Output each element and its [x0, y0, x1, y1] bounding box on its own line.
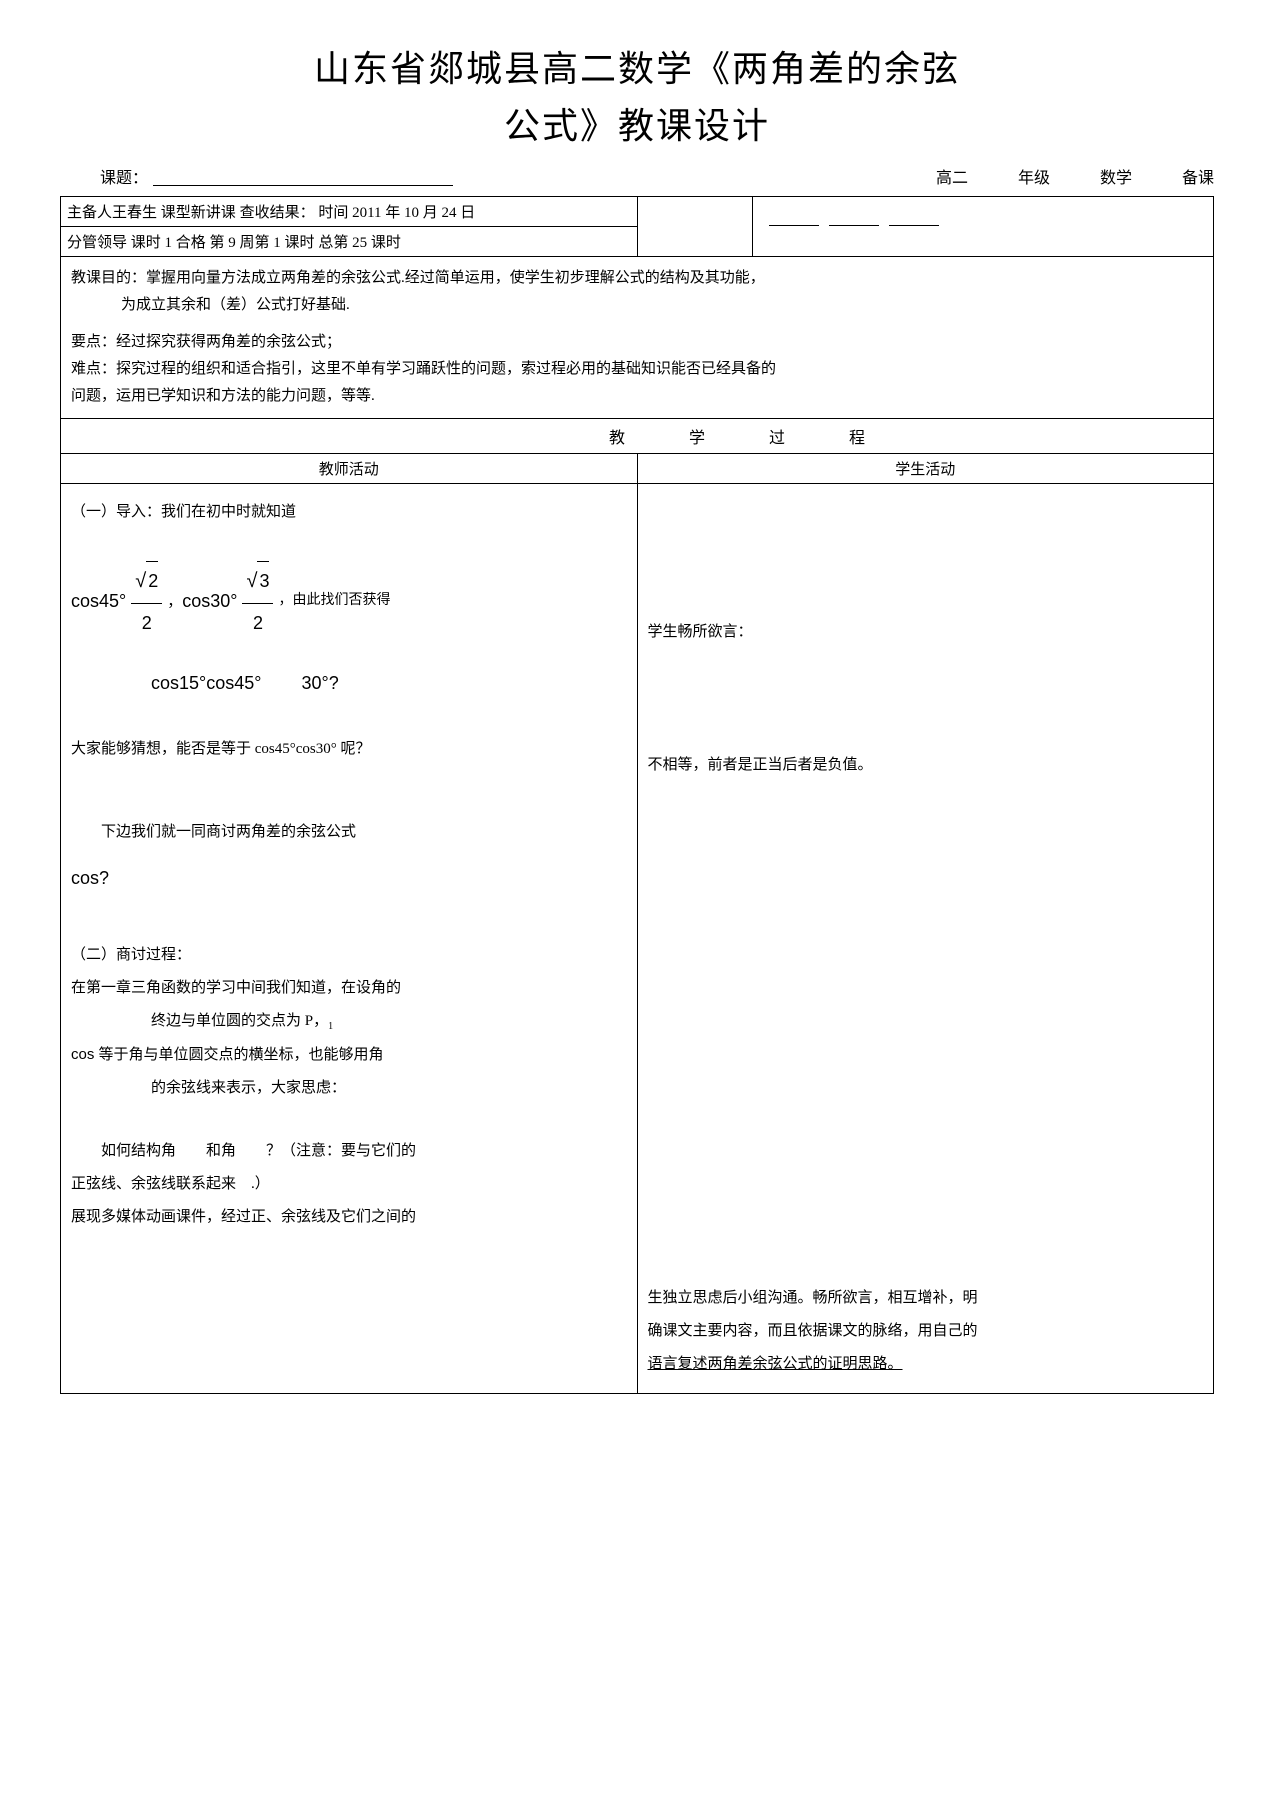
student-activity-cell: 学生畅所欲言： 不相等，前者是正当后者是负值。 生独立思虑后小组沟通。畅所欲言，…	[637, 484, 1214, 1394]
discuss2: 终边与单位圆的交点为 P，1	[71, 1005, 627, 1038]
discuss3: cos 等于角与单位圆交点的横坐标，也能够用角	[71, 1038, 627, 1072]
header-right: 高二 年级 数学 备课	[936, 164, 1214, 188]
question-text: 大家能够猜想，能否是等于 cos45°cos30° 呢？	[71, 733, 627, 766]
blank-1	[769, 211, 819, 226]
intro-text: （一）导入：我们在初中时就知道	[71, 496, 627, 529]
teaching-cont: 为成立其余和（差）公式打好基础.	[71, 292, 1203, 319]
topic-row: 课题： 高二 年级 数学 备课	[60, 164, 1214, 188]
difficult-text: 探究过程的组织和适合指引，这里不单有学习踊跃性的问题，索过程必用的基础知识能否已…	[116, 361, 776, 377]
key-text: 经过探究获得两角差的余弦公式；	[116, 334, 341, 350]
student-group2: 确课文主要内容，而且依据课文的脉络，用自己的	[648, 1315, 1204, 1348]
cos45: cos45°	[71, 582, 126, 622]
discuss1: 在第一章三角函数的学习中间我们知道，在设角的	[71, 972, 627, 1005]
blank-2	[829, 211, 879, 226]
denom-2b: 2	[249, 604, 267, 644]
key-point: 要点：经过探究获得两角差的余弦公式；	[71, 329, 1203, 356]
construct-text: 如何结构角 和角 ？（注意：要与它们的	[71, 1135, 627, 1168]
student-speak: 学生畅所欲言：	[648, 616, 1204, 649]
leader-label: 分管领导	[67, 235, 127, 251]
topic-label: 课题：	[100, 164, 148, 188]
key-label: 要点：	[71, 334, 116, 350]
difficult-point: 难点：探究过程的组织和适合指引，这里不单有学习踊跃性的问题，索过程必用的基础知识…	[71, 356, 1203, 383]
teaching-objective: 教课目的：掌握用向量方法成立两角差的余弦公式.经过简单运用，使学生初步理解公式的…	[71, 265, 1203, 292]
topic-underline	[153, 166, 453, 186]
type-value: 新讲课	[191, 205, 236, 221]
check-label: 查收结果：	[240, 205, 315, 221]
denom-2a: 2	[138, 604, 156, 644]
frac-sqrt2-2: 2 2	[131, 559, 162, 644]
teacher-header: 教师活动	[61, 454, 638, 484]
teaching-label: 教课目的：	[71, 270, 146, 286]
objectives-cell: 教课目的：掌握用向量方法成立两角差的余弦公式.经过简单运用，使学生初步理解公式的…	[61, 257, 1214, 419]
next-text: 下边我们就一同商讨两角差的余弦公式	[71, 816, 627, 849]
math-expression-2: cos15°cos45° 30°?	[151, 664, 627, 704]
title-line-1: 山东省郯城县高二数学《两角差的余弦	[60, 40, 1214, 92]
frac-sqrt3-2: 3 2	[242, 559, 273, 644]
sqrt3: 3	[257, 561, 269, 602]
thirty-q: 30°?	[301, 664, 338, 704]
difficult-cont: 问题，运用已学知识和方法的能力问题，等等.	[71, 383, 1203, 410]
column-header-row: 教师活动 学生活动	[61, 454, 1214, 484]
cos30: cos30°	[182, 582, 237, 622]
blank-3	[889, 211, 939, 226]
comma-1: ，	[167, 585, 182, 618]
discuss4: 的余弦线来表示，大家思虑：	[71, 1072, 627, 1105]
teacher-activity-cell: （一）导入：我们在初中时就知道 cos45° 2 2 ， cos30° 3 2 …	[61, 484, 638, 1394]
math-expression-1: cos45° 2 2 ， cos30° 3 2 ，由此找们否获得	[71, 559, 627, 644]
qualified-label: 合格	[176, 235, 206, 251]
student-group1: 生独立思虑后小组沟通。畅所欲言，相互增补，明	[648, 1282, 1204, 1315]
difficult-label: 难点：	[71, 361, 116, 377]
blank-fields	[759, 201, 1207, 236]
cos-formula: cos?	[71, 859, 627, 899]
main-table: 主备人王春生 课型新讲课 查收结果： 时间 2011 年 10 月 24 日 分…	[60, 196, 1214, 1394]
cos15cos45: cos15°cos45°	[151, 664, 261, 704]
info-row-1: 主备人王春生 课型新讲课 查收结果： 时间 2011 年 10 月 24 日	[61, 197, 1214, 227]
sine-cos-text: 正弦线、余弦线联系起来 .）	[71, 1168, 627, 1201]
blank-cell-2	[752, 197, 1213, 257]
content-row: （一）导入：我们在初中时就知道 cos45° 2 2 ， cos30° 3 2 …	[61, 484, 1214, 1394]
discuss3-text: cos 等于角与单位圆交点的横坐标，也能够用角	[71, 1046, 384, 1063]
process-header-row: 教 学 过 程	[61, 419, 1214, 454]
media-text: 展现多媒体动画课件，经过正、余弦线及它们之间的	[71, 1201, 627, 1234]
preparer-label: 主备人	[67, 205, 112, 221]
discuss2-text: 终边与单位圆的交点为 P，	[151, 1013, 328, 1029]
student-answer: 不相等，前者是正当后者是负值。	[648, 749, 1204, 782]
teaching-text: 掌握用向量方法成立两角差的余弦公式.经过简单运用，使学生初步理解公式的结构及其功…	[146, 270, 765, 286]
sqrt2: 2	[146, 561, 158, 602]
type-label: 课型	[161, 205, 191, 221]
info-cell-2: 分管领导 课时 1 合格 第 9 周第 1 课时 总第 25 课时	[61, 227, 638, 257]
subject-label: 数学	[1100, 164, 1132, 188]
math-intro-text: ，由此找们否获得	[278, 586, 390, 617]
week-value: 第 9 周第 1 课时	[210, 235, 315, 251]
time-value: 时间 2011 年 10 月 24 日	[318, 205, 475, 221]
grade-label: 高二	[936, 164, 968, 188]
total-value: 总第 25 课时	[318, 235, 401, 251]
objectives-row: 教课目的：掌握用向量方法成立两角差的余弦公式.经过简单运用，使学生初步理解公式的…	[61, 257, 1214, 419]
section2-header: （二）商讨过程：	[71, 939, 627, 972]
preparer-name: 王春生	[112, 205, 157, 221]
blank-cell-1	[637, 197, 752, 257]
process-header: 教 学 过 程	[61, 419, 1214, 454]
year-label: 年级	[1018, 164, 1050, 188]
student-group3: 语言复述两角差余弦公式的证明思路。	[648, 1348, 1204, 1381]
student-header: 学生活动	[637, 454, 1214, 484]
period-label: 课时	[131, 235, 161, 251]
period-value: 1	[165, 235, 173, 251]
info-cell-1: 主备人王春生 课型新讲课 查收结果： 时间 2011 年 10 月 24 日	[61, 197, 638, 227]
title-line-2: 公式》教课设计	[60, 97, 1214, 149]
prep-label: 备课	[1182, 164, 1214, 188]
